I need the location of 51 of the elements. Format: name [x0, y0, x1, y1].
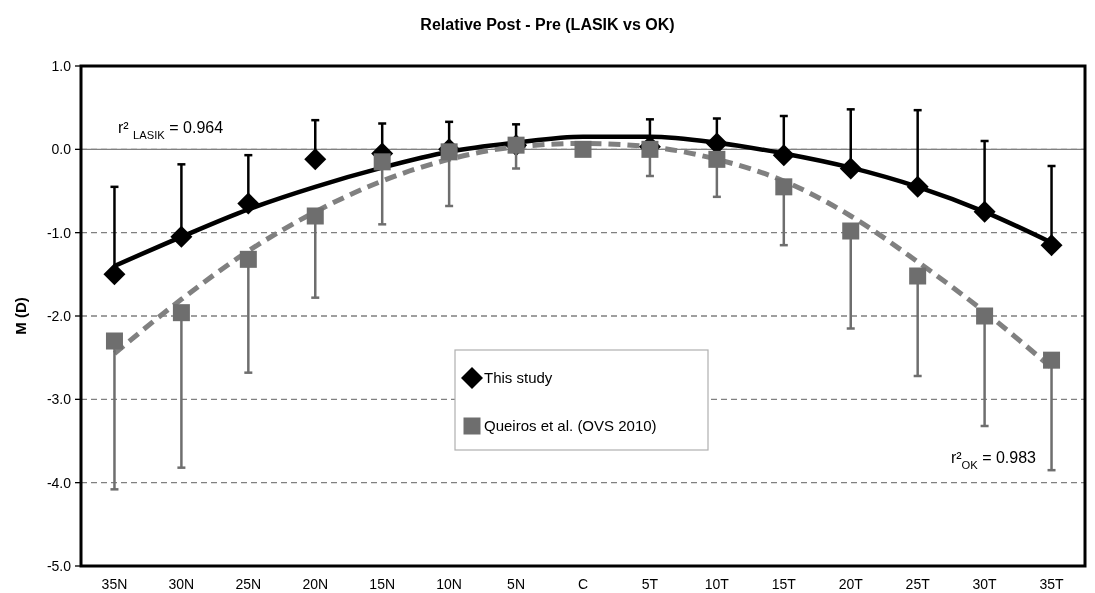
- y-tick-label: -1.0: [46, 224, 72, 241]
- y-tick-label: 0.0: [51, 141, 72, 158]
- x-tick-label: 5N: [507, 576, 526, 592]
- point: [909, 267, 927, 285]
- point: [105, 332, 123, 350]
- point: [1040, 234, 1063, 257]
- point: [103, 263, 126, 286]
- point: [973, 200, 996, 223]
- x-tick-label: 15T: [771, 576, 797, 592]
- point: [574, 140, 592, 158]
- x-tick-label: 20T: [838, 576, 864, 592]
- x-tick-label: 10N: [436, 576, 462, 592]
- point: [304, 148, 327, 171]
- point: [772, 144, 795, 167]
- x-tick-label: 20N: [302, 576, 329, 592]
- point: [641, 140, 659, 158]
- point: [237, 192, 260, 215]
- y-tick-label: -4.0: [46, 474, 72, 491]
- x-tick-label: 25T: [905, 576, 931, 592]
- y-tick-label: -3.0: [46, 391, 72, 408]
- point: [440, 143, 458, 161]
- legend-label: This study: [484, 369, 553, 387]
- x-tick-label: 30T: [972, 576, 998, 592]
- y-tick-label: -5.0: [46, 557, 72, 574]
- point: [1043, 351, 1061, 369]
- y-tick-label: -2.0: [46, 307, 72, 324]
- x-tick-label: C: [577, 576, 589, 592]
- point: [906, 175, 929, 198]
- point: [708, 150, 726, 168]
- point: [775, 178, 793, 196]
- x-tick-label: 35N: [101, 576, 128, 592]
- y-axis-title: M (D): [12, 297, 29, 335]
- point: [170, 225, 193, 248]
- chart-title: Relative Post - Pre (LASIK vs OK): [420, 16, 675, 33]
- x-tick-label: 30N: [168, 576, 195, 592]
- legend-label: Queiros et al. (OVS 2010): [484, 417, 657, 435]
- x-tick-label: 35T: [1039, 576, 1065, 592]
- annotation: r² $_{LASIK}$ = 0.964: [118, 119, 224, 141]
- point: [842, 222, 860, 240]
- point: [373, 153, 391, 171]
- x-tick-label: 15N: [369, 576, 396, 592]
- x-tick-label: 5T: [641, 576, 659, 592]
- point: [172, 304, 190, 322]
- point: [839, 157, 862, 180]
- x-tick-label: 25N: [235, 576, 262, 592]
- point: [976, 307, 994, 325]
- point: [306, 207, 324, 225]
- annotation: r²$_{OK}$ = 0.983: [950, 449, 1037, 471]
- point: [239, 250, 257, 268]
- y-tick-label: 1.0: [51, 57, 72, 74]
- x-tick-label: 10T: [704, 576, 730, 592]
